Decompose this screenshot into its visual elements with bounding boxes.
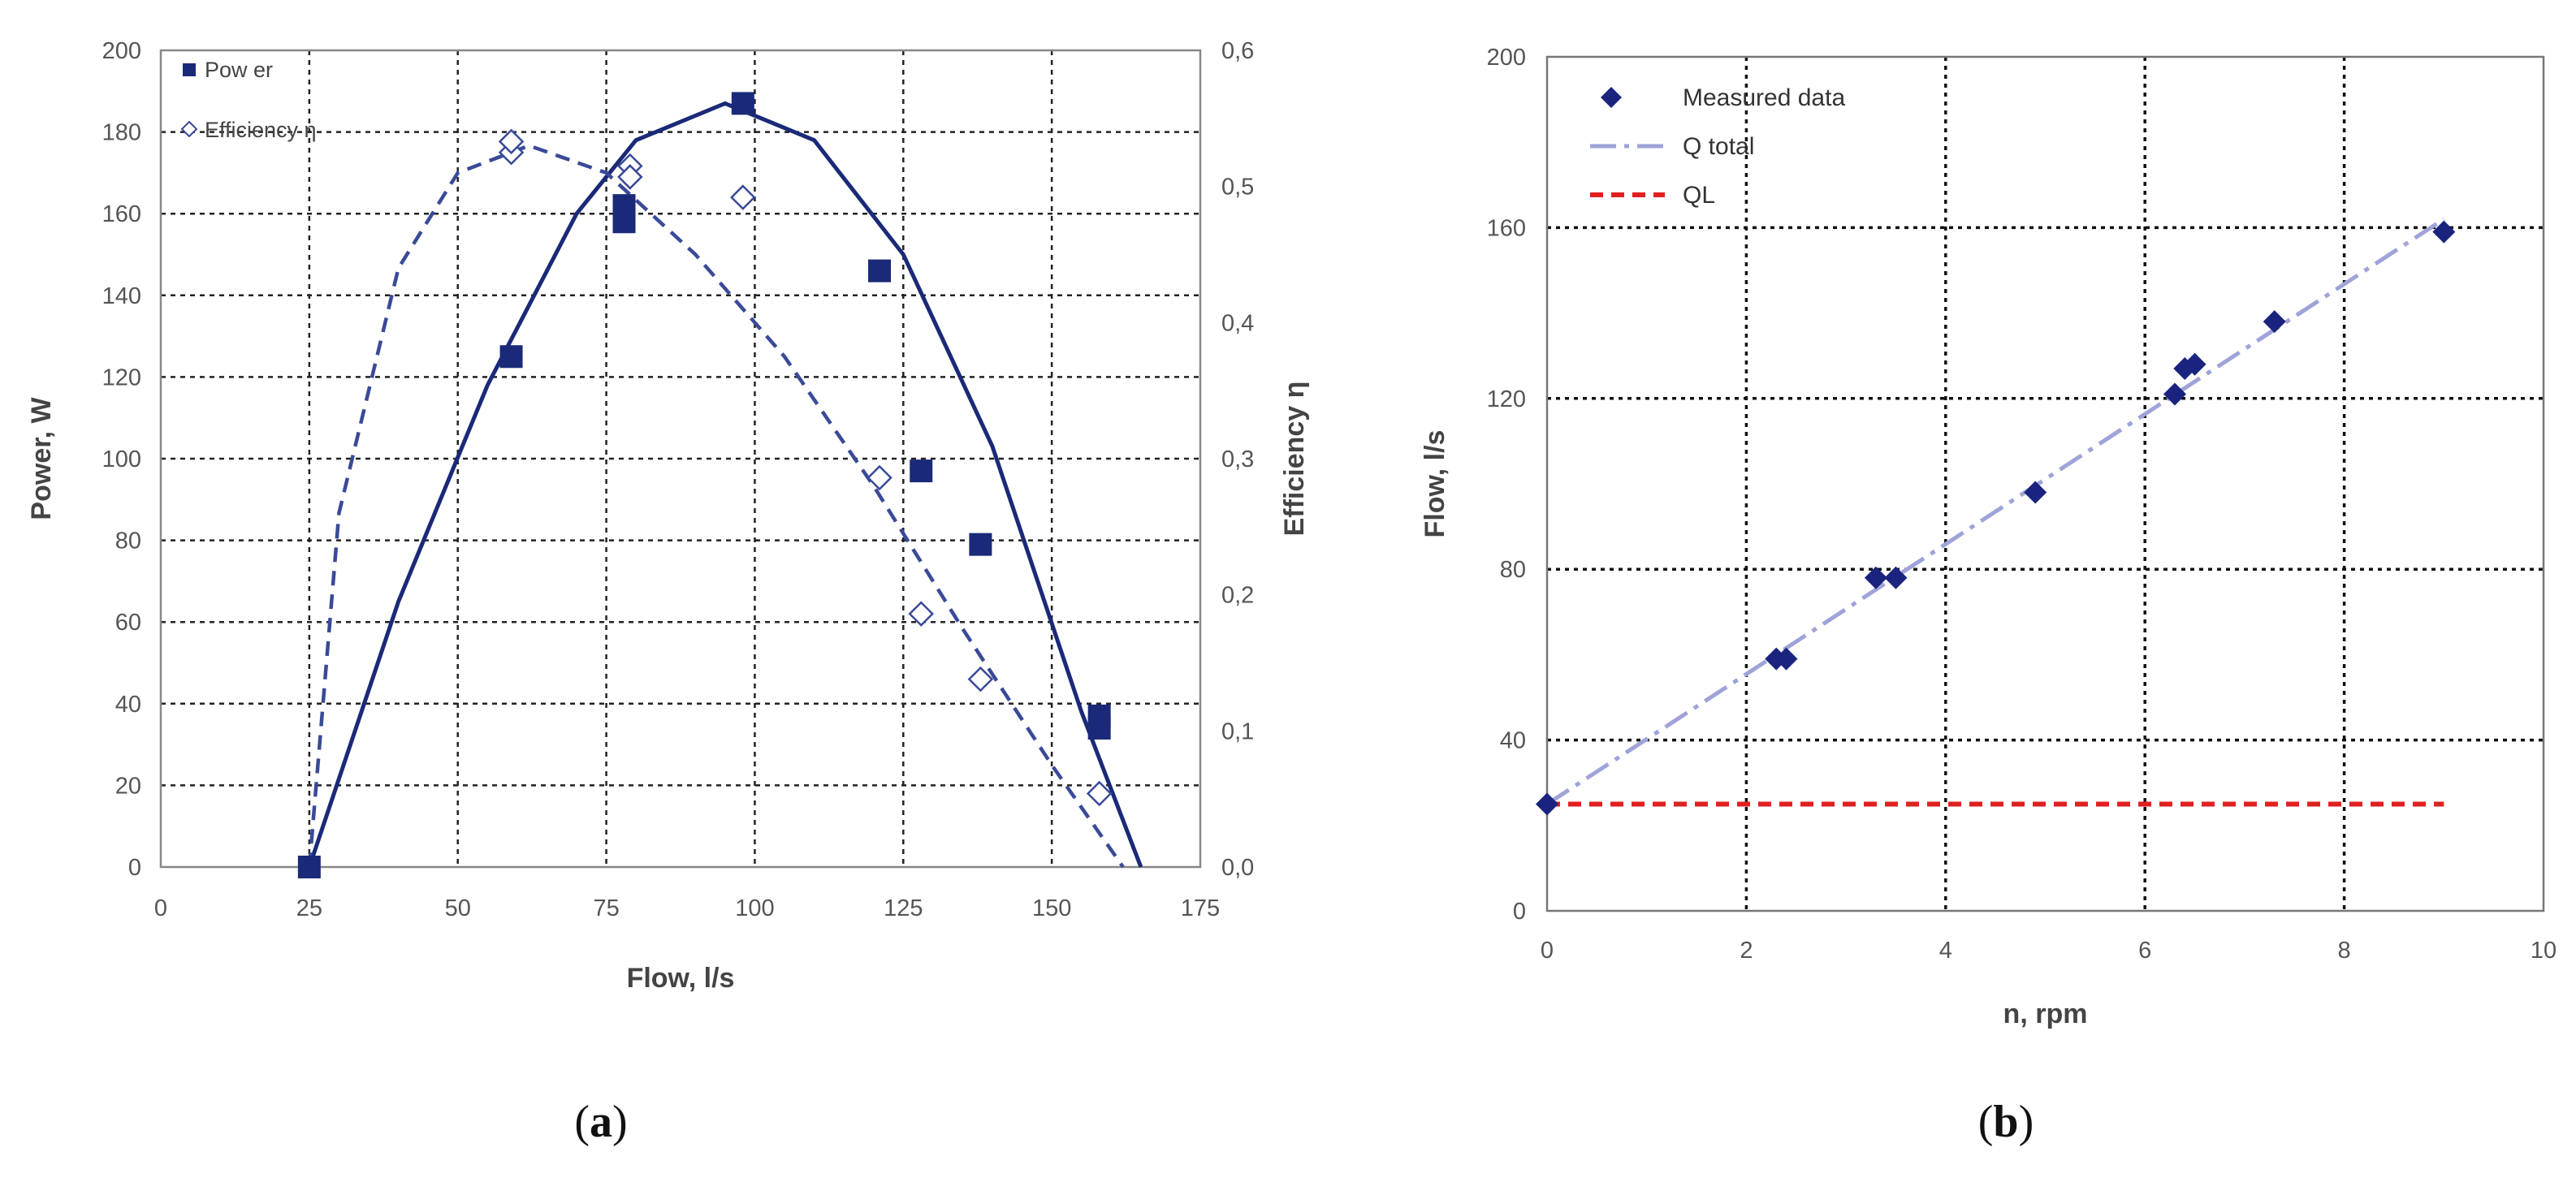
a-y2-axis-label: Efficiency η [1279, 382, 1310, 537]
a-power-point [1087, 716, 1111, 740]
a-legend-power-label: Pow er [205, 58, 273, 82]
a-x-axis-label: Flow, l/s [627, 963, 735, 994]
a-caption: (a) [574, 1097, 627, 1147]
b-qtotal-line [1545, 217, 2445, 806]
b-measured-point [1536, 792, 1558, 816]
b-plot-frame [1545, 55, 2545, 912]
a-y-tick-label: 40 [115, 692, 141, 718]
b-x-tick-label: 10 [2531, 938, 2557, 964]
b-measured-point [2163, 382, 2187, 406]
a-y-tick-label: 200 [102, 38, 141, 64]
b-y-axis-label: Flow, l/s [1420, 430, 1450, 538]
a-x-tick-label: 125 [884, 895, 923, 921]
b-y-tick-label: 200 [1487, 45, 1526, 71]
a-y-tick-label: 120 [102, 365, 141, 390]
b-measured-point [2432, 220, 2456, 244]
a-efficiency-point [730, 184, 756, 210]
a-efficiency-fit-line [307, 144, 1125, 869]
a-plot-frame [159, 49, 1202, 869]
a-x-tick-label: 100 [735, 895, 774, 921]
a-legend-power-marker [183, 63, 196, 76]
a-x-tick-label: 25 [296, 895, 322, 921]
a-efficiency-point [967, 666, 994, 692]
a-y-tick-label: 180 [102, 120, 141, 146]
a-power-point [731, 92, 754, 115]
b-measured-point [1774, 647, 1798, 671]
a-legend-efficiency-marker [180, 120, 198, 138]
b-x-tick-label: 8 [2338, 938, 2351, 964]
b-legend-measured-marker [1601, 87, 1622, 108]
a-power-point [910, 459, 933, 483]
b-y-tick-label: 120 [1487, 386, 1526, 412]
b-y-tick-label: 160 [1487, 215, 1526, 241]
b-y-tick-label: 0 [1513, 899, 1526, 925]
a-y-tick-label: 160 [102, 201, 141, 227]
a-x-tick-label: 50 [445, 895, 471, 921]
a-efficiency-point [1086, 780, 1113, 807]
b-measured-point [2263, 310, 2286, 334]
b-x-tick-label: 0 [1541, 938, 1554, 964]
b-x-axis-label: n, rpm [2003, 999, 2088, 1029]
a-power-point [969, 533, 992, 556]
a-x-tick-label: 150 [1032, 895, 1071, 921]
b-y-tick-label: 80 [1500, 557, 1526, 583]
a-y-tick-label: 100 [102, 446, 141, 472]
a-power-point [499, 345, 523, 369]
b-x-tick-label: 4 [1939, 938, 1952, 964]
a-y-axis-label: Power, W [26, 397, 57, 520]
a-power-point [297, 856, 321, 878]
a-y-tick-label: 80 [115, 528, 141, 554]
b-measured-point [1884, 566, 1908, 589]
a-y-tick-label: 140 [102, 283, 141, 309]
b-caption: (b) [1978, 1097, 2034, 1147]
a-power-fit-line [307, 101, 1143, 868]
a-y-tick-label: 60 [115, 610, 141, 636]
a-efficiency-point [498, 128, 525, 155]
b-y-tick-label: 40 [1500, 728, 1526, 754]
a-y2-tick-label: 0,4 [1221, 310, 1254, 336]
b-legend-measured-label: Measured data [1683, 84, 1845, 111]
a-x-tick-label: 75 [593, 895, 619, 921]
b-legend-ql-label: QL [1683, 182, 1715, 209]
a-y2-tick-label: 0,1 [1221, 718, 1254, 744]
a-x-tick-label: 0 [154, 895, 167, 921]
a-efficiency-point [867, 464, 893, 491]
a-legend-efficiency-label: Efficiency η [205, 118, 317, 142]
b-legend-qtotal-label: Q total [1683, 133, 1754, 160]
b-x-tick-label: 6 [2138, 938, 2151, 964]
a-y-tick-label: 0 [128, 855, 141, 881]
a-y2-tick-label: 0,3 [1221, 446, 1254, 472]
a-y2-tick-label: 0,6 [1221, 38, 1254, 64]
b-measured-point [2024, 481, 2047, 504]
a-power-point [612, 210, 636, 234]
a-x-tick-label: 175 [1181, 895, 1220, 921]
a-efficiency-point [617, 164, 643, 190]
b-x-tick-label: 2 [1740, 938, 1753, 964]
b-measured-point [2183, 352, 2206, 376]
a-y2-tick-label: 0,0 [1221, 855, 1254, 881]
a-y2-tick-label: 0,5 [1221, 175, 1254, 201]
a-efficiency-point [908, 601, 934, 627]
b-measured-point [1864, 566, 1887, 589]
a-y2-tick-label: 0,2 [1221, 583, 1254, 609]
a-power-point [868, 259, 892, 283]
a-y-tick-label: 20 [115, 773, 141, 799]
